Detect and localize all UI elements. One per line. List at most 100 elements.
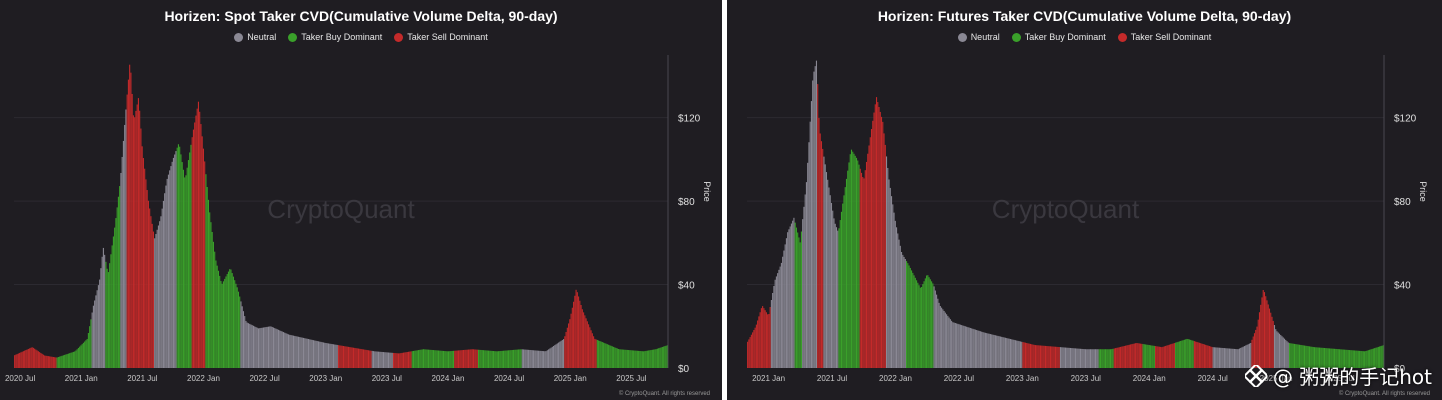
cvd-bar-neutral [1285,339,1287,368]
cvd-bar-neutral [951,320,953,368]
cvd-bar-buy [1306,345,1308,368]
cvd-bar-sell [196,108,198,369]
cvd-bar-buy [57,357,59,368]
y-tick-label: $0 [1394,364,1406,375]
cvd-bar-neutral [896,227,898,368]
cvd-bar-buy [205,174,207,368]
cvd-bar-sell [360,348,362,368]
cvd-bar-buy [917,282,919,368]
cvd-bar-buy [1359,350,1361,368]
cvd-bar-neutral [285,333,287,368]
cvd-bar-neutral [814,66,816,368]
cvd-bar-buy [1325,348,1327,368]
cvd-bar-sell [52,356,54,368]
cvd-bar-sell [1056,346,1058,368]
cvd-bar-sell [1053,346,1055,368]
cvd-bar-sell [748,339,750,368]
cvd-bar-buy [417,350,420,368]
cvd-bar-neutral [997,335,999,368]
cvd-bar-neutral [385,352,387,368]
cvd-bar-buy [1307,346,1309,368]
cvd-bar-neutral [312,340,315,368]
cvd-bar-buy [1336,349,1338,368]
cvd-bar-neutral [321,342,323,368]
cvd-bar-sell [464,349,466,368]
cvd-bar-buy [1108,349,1110,368]
legend-item-buy[interactable]: Taker Buy Dominant [288,32,382,42]
cvd-bar-buy [653,349,655,368]
cvd-bar-sell [406,351,408,368]
cvd-bar-sell [1115,348,1117,368]
cvd-bar-sell [1057,346,1059,368]
copyright-text: © CryptoQuant. All rights reserved [1339,390,1430,397]
cvd-bar-sell [1131,344,1133,368]
cvd-bar-neutral [1221,347,1223,368]
cvd-bar-buy [514,349,516,368]
cvd-bar-neutral [304,338,306,368]
cvd-bar-buy [210,222,212,368]
cvd-bar-sell [134,117,136,368]
cvd-bar-sell [750,334,752,368]
cvd-bar-neutral [244,316,246,368]
cvd-bar-buy [501,350,503,368]
cvd-bar-neutral [953,322,955,368]
cvd-bar-sell [1027,343,1029,368]
cvd-bar-buy [74,351,76,368]
cvd-bar-neutral [528,349,530,368]
cvd-bar-buy [1341,349,1343,368]
cvd-bar-sell [1157,346,1159,368]
cvd-bar-buy [72,351,74,368]
cvd-bar-sell [1037,345,1039,368]
cvd-bar-buy [425,349,427,368]
cvd-bar-neutral [254,326,256,368]
cvd-bar-neutral [1008,338,1010,368]
cvd-bar-buy [1342,349,1344,368]
legend-item-sell[interactable]: Taker Sell Dominant [394,32,488,42]
cvd-bar-sell [459,350,461,368]
cvd-bar-sell [1048,346,1050,368]
cvd-bar-sell [769,306,771,368]
cvd-bar-neutral [1006,338,1008,368]
cvd-bar-neutral [1212,347,1214,368]
cvd-bar-sell [370,350,372,368]
legend-item-buy[interactable]: Taker Buy Dominant [1011,32,1106,42]
cvd-bar-buy [416,350,418,368]
cvd-bar-buy [618,349,620,368]
cvd-bar-sell [200,124,202,368]
cvd-bar-buy [235,283,237,368]
legend-item-sell[interactable]: Taker Sell Dominant [1117,32,1211,42]
cvd-bar-neutral [904,258,906,368]
cvd-bar-buy [620,349,622,368]
cvd-bar-buy [1332,348,1334,368]
cvd-bar-neutral [1003,337,1005,368]
cvd-bar-buy [665,345,667,368]
cvd-bar-buy [516,349,518,368]
cvd-bar-buy [1188,339,1190,368]
cvd-bar-sell [1054,346,1057,368]
cvd-bar-buy [628,350,630,368]
cvd-bar-sell [1158,346,1160,368]
cvd-bar-neutral [994,335,996,368]
cvd-bar-sell [55,357,57,368]
cvd-bar-sell [151,223,153,368]
cvd-bar-sell [1197,342,1199,368]
cvd-bar-buy [616,348,618,368]
cvd-bar-neutral [790,223,792,368]
cvd-bar-neutral [563,339,565,368]
cvd-bar-sell [564,336,566,368]
cvd-bar-sell [369,350,371,368]
cvd-bar-neutral [1283,338,1286,368]
cvd-bar-sell [566,327,568,368]
legend-item-neutral[interactable]: Neutral [957,32,1000,42]
cvd-bar-sell [1126,345,1128,368]
x-tick-label: 2024 Jul [1198,374,1228,383]
cvd-bar-buy [631,350,633,368]
cvd-bar-sell [30,347,32,368]
cvd-bar-buy [494,351,496,368]
cvd-bar-neutral [949,319,951,368]
cvd-bar-buy [1356,350,1358,368]
legend-item-neutral[interactable]: Neutral [234,32,276,42]
cvd-bar-neutral [783,250,785,368]
cvd-bar-neutral [92,305,94,368]
cvd-bar-buy [176,147,178,368]
